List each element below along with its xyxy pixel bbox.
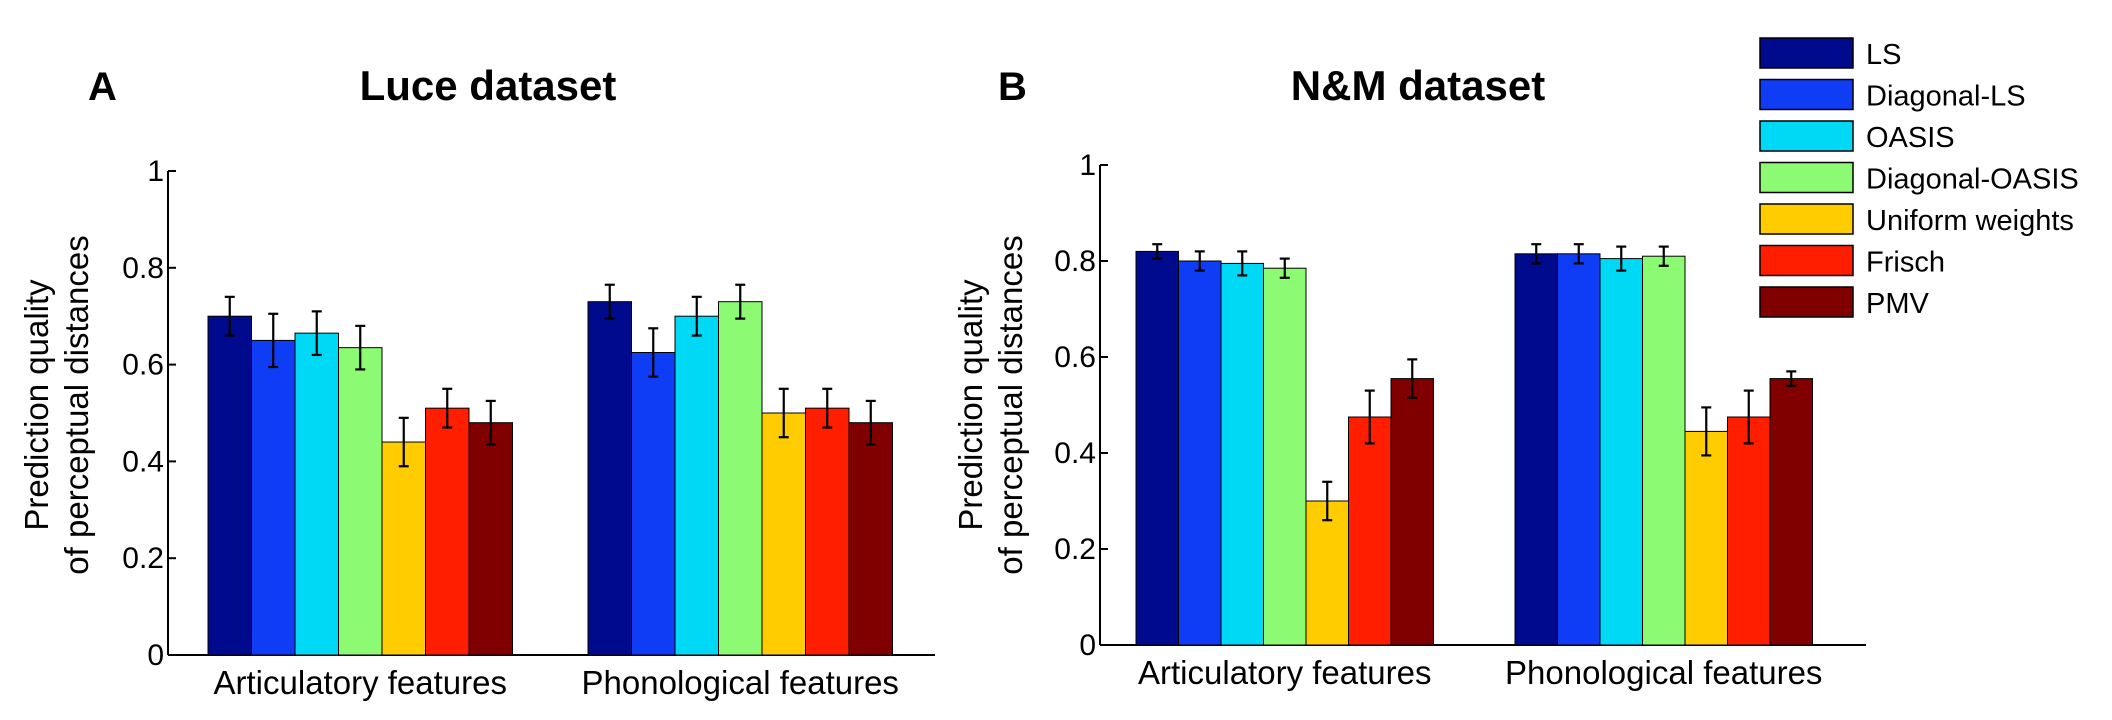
panel-b-bar bbox=[1135, 250, 1179, 646]
panel-b-ytick-label: 0.4 bbox=[1054, 437, 1096, 470]
panel-a-ytick-label: 1 bbox=[147, 155, 164, 188]
panel-a-bar bbox=[468, 422, 513, 656]
panel-a-bar bbox=[207, 315, 252, 656]
panel-b-category-label: Phonological features bbox=[1505, 654, 1822, 691]
panel-b-bar bbox=[1178, 260, 1222, 646]
panel-a-category-label: Articulatory features bbox=[214, 664, 507, 701]
panel-a-bar bbox=[294, 332, 339, 656]
panel-b-ytick-label: 0.8 bbox=[1054, 245, 1096, 278]
panel-a-bar bbox=[631, 352, 676, 656]
panel-b-ytick-label: 1 bbox=[1079, 149, 1096, 182]
panel-b-bar bbox=[1220, 262, 1264, 646]
panel-b-ylabel-line-2: of perceptual distances bbox=[992, 235, 1029, 574]
panel-b-bar bbox=[1599, 258, 1643, 646]
legend-swatch bbox=[1759, 244, 1854, 277]
panel-b-letter: B bbox=[998, 65, 1027, 109]
panel-a-bar bbox=[718, 301, 763, 656]
panel-b-bar bbox=[1348, 416, 1392, 646]
legend-swatch bbox=[1759, 286, 1854, 318]
legend-swatch bbox=[1759, 161, 1854, 194]
panel-a-bar bbox=[805, 407, 850, 656]
legend-swatch bbox=[1759, 37, 1854, 69]
legend: LS Diagonal-LS OASIS Diagonal-OASIS Uniform … bbox=[1752, 30, 2100, 328]
panel-a-bar bbox=[425, 407, 470, 656]
panel-a-ytick-label: 0.4 bbox=[122, 445, 164, 478]
panel-a-title: Luce dataset bbox=[360, 62, 617, 109]
legend-label: Frisch bbox=[1866, 247, 1945, 279]
legend-swatch bbox=[1759, 203, 1854, 235]
panel-a-plot: 0 0.2 0.4 0.6 0.8 1 Articulatory features Phono… bbox=[122, 155, 935, 701]
panel-b-bar bbox=[1263, 267, 1307, 646]
panel-a-bar bbox=[761, 412, 806, 656]
panel-b-bar bbox=[1390, 378, 1434, 646]
panel-b-title: N&M dataset bbox=[1291, 62, 1545, 109]
panel-b-bar bbox=[1514, 253, 1558, 646]
panel-a-bar bbox=[381, 441, 426, 656]
panel-a-bar bbox=[674, 315, 719, 656]
panel-b-ylabel: Prediction quality of perceptual distanc… bbox=[952, 235, 1029, 574]
panel-a-ylabel-line-2: of perceptual distances bbox=[58, 235, 95, 574]
panel-b-plot: 0 0.2 0.4 0.6 0.8 1 Articulatory features Phono… bbox=[1054, 149, 1866, 691]
panel-b-bar bbox=[1557, 253, 1601, 646]
legend-label: Diagonal-LS bbox=[1866, 81, 2026, 113]
panel-b-bar bbox=[1305, 500, 1349, 646]
panel-b-ytick-label: 0.6 bbox=[1054, 341, 1096, 374]
panel-a-ytick-label: 0.8 bbox=[122, 252, 164, 285]
legend-label: PMV bbox=[1866, 288, 1930, 320]
panel-b-bar bbox=[1684, 430, 1728, 646]
panel-a-bar bbox=[251, 339, 296, 656]
panel-b-ylabel-line-1: Prediction quality bbox=[952, 279, 989, 531]
panel-a-ytick-label: 0.2 bbox=[122, 542, 164, 575]
legend-swatch bbox=[1759, 120, 1854, 152]
legend-label: Diagonal-OASIS bbox=[1866, 164, 2079, 196]
legend-label: LS bbox=[1866, 39, 1901, 71]
panel-a-bar bbox=[587, 301, 632, 656]
panel-a-ylabel: Prediction quality of perceptual distanc… bbox=[18, 235, 95, 574]
panel-a-ylabel-line-1: Prediction quality bbox=[18, 279, 55, 531]
panel-a-category-label: Phonological features bbox=[582, 664, 899, 701]
panel-b-bar bbox=[1727, 416, 1771, 646]
legend-swatch bbox=[1759, 78, 1854, 111]
legend-label: OASIS bbox=[1866, 122, 1955, 154]
panel-b-ytick-label: 0 bbox=[1079, 629, 1096, 662]
legend-label: Uniform weights bbox=[1866, 205, 2074, 237]
panel-a-bar bbox=[338, 347, 383, 656]
panel-a-bar bbox=[848, 422, 893, 656]
panel-a-ytick-label: 0 bbox=[147, 639, 164, 672]
panel-a-ytick-label: 0.6 bbox=[122, 349, 164, 382]
panel-b-bar bbox=[1769, 378, 1813, 646]
panel-b-category-label: Articulatory features bbox=[1138, 654, 1431, 691]
panel-b-bar bbox=[1642, 255, 1686, 646]
panel-b-ytick-label: 0.2 bbox=[1054, 533, 1096, 566]
panel-a-letter: A bbox=[88, 65, 117, 109]
